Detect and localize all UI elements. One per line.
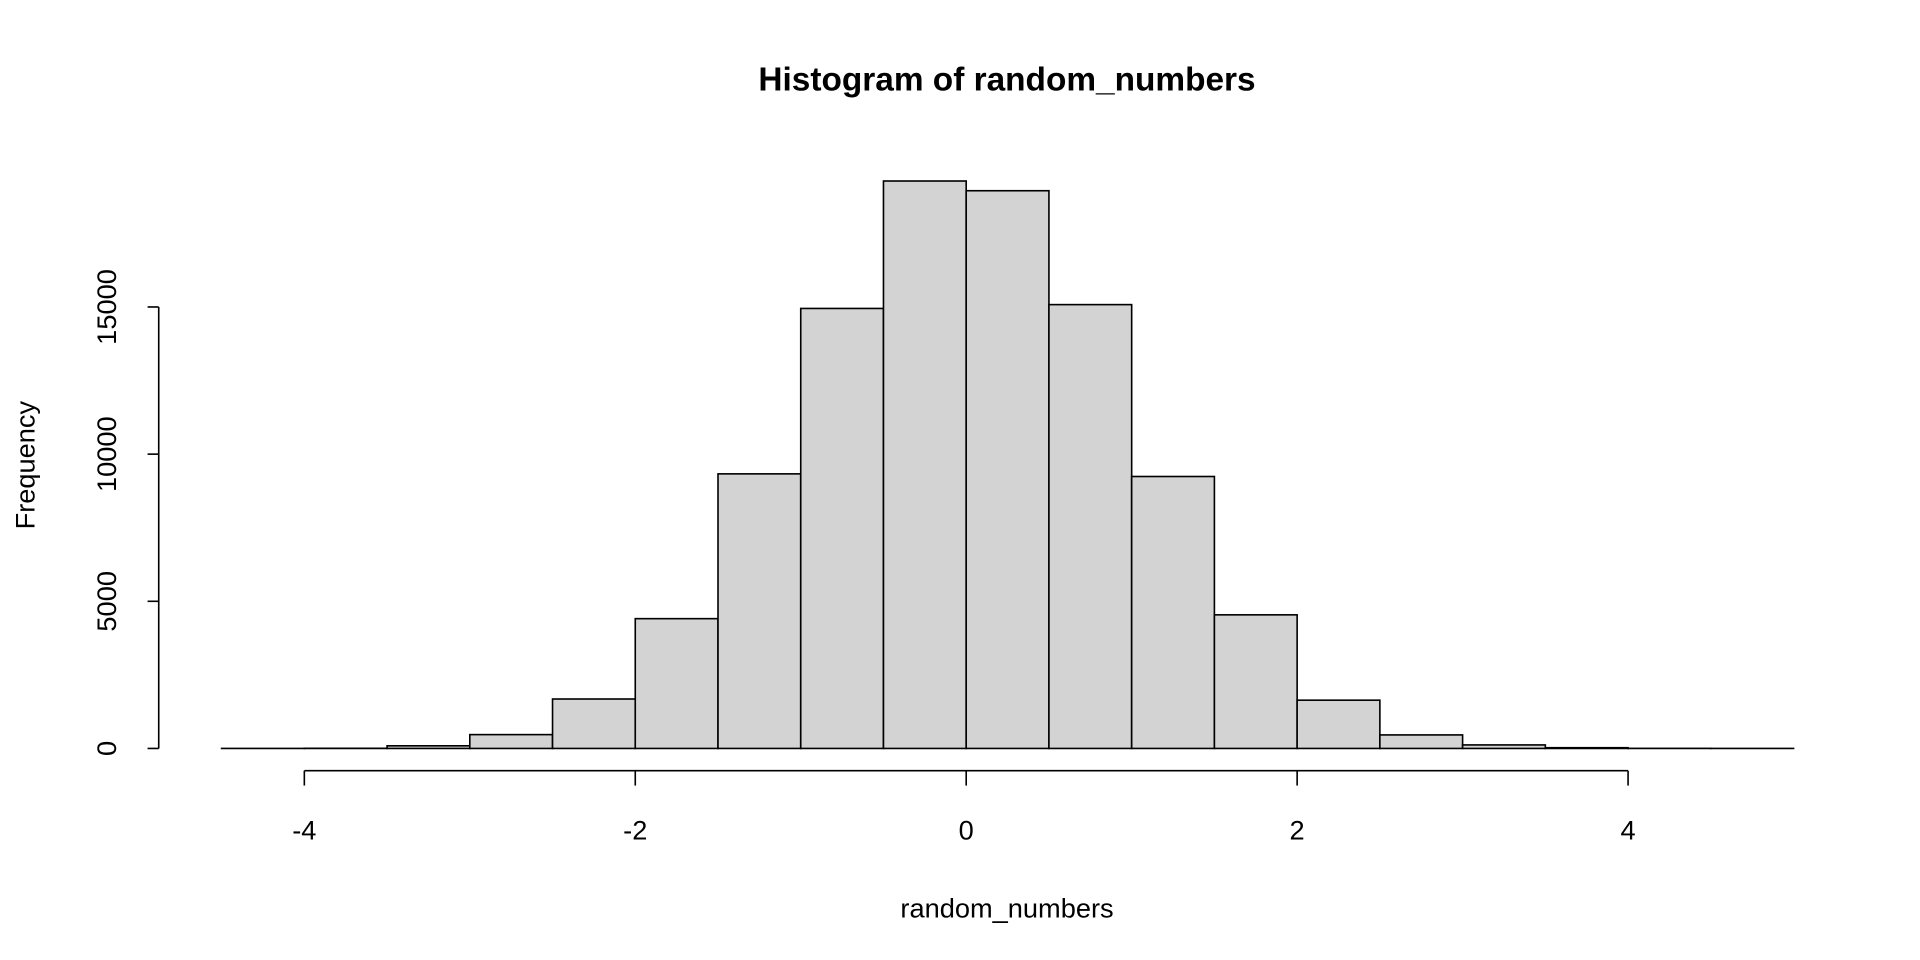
bar [634, 617, 719, 750]
x-axis-label: random_numbers [900, 893, 1113, 924]
x-tick-label: 4 [1620, 815, 1635, 846]
bar [1379, 734, 1464, 750]
x-tick-label: -2 [623, 815, 647, 846]
bar [551, 698, 637, 750]
bar [965, 189, 1050, 750]
bar [717, 473, 802, 750]
x-tick-label: -4 [292, 815, 316, 846]
bar [1461, 744, 1547, 750]
bar [1544, 746, 1629, 750]
bar [1213, 614, 1298, 750]
bar [1130, 475, 1216, 750]
bar [386, 745, 471, 750]
x-tick-label: 0 [959, 815, 974, 846]
bar [882, 180, 968, 750]
x-tick-label: 2 [1290, 815, 1305, 846]
y-tick-label: 15000 [91, 269, 122, 345]
y-tick-label: 10000 [91, 416, 122, 492]
bar [1048, 303, 1133, 750]
bar [468, 733, 554, 750]
chart-title: Histogram of random_numbers [758, 61, 1255, 98]
y-tick-label: 0 [91, 741, 122, 756]
y-tick-label: 5000 [91, 571, 122, 632]
bar [799, 307, 885, 750]
bar [1296, 699, 1381, 750]
y-axis-label: Frequency [9, 400, 40, 529]
